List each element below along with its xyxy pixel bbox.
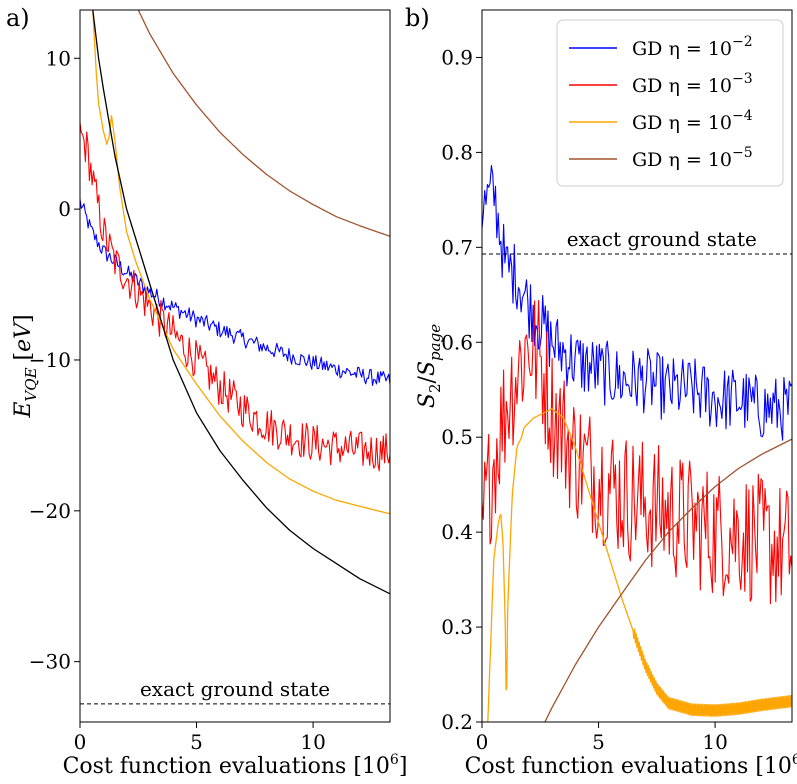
plot-frame-a	[79, 9, 391, 723]
y-tick-label: 0.9	[441, 45, 473, 69]
x-tick-label: 5	[190, 730, 203, 754]
series-line-b-1	[482, 299, 792, 605]
x-tick-label: 0	[74, 730, 87, 754]
panel-label-b: b)	[405, 4, 430, 32]
reference-label-a: exact ground state	[140, 677, 330, 701]
reference-label-b: exact ground state	[567, 227, 757, 251]
series-line-b-0	[482, 165, 792, 441]
legend-label: GD η = 10−5	[632, 145, 753, 171]
y-tick-label: 0.7	[441, 235, 473, 259]
y-tick-label: 0.3	[441, 615, 473, 639]
y-tick-label: 0.6	[441, 330, 473, 354]
y-tick-label: 0	[58, 197, 71, 221]
y-axis-label-b: S2/Spage	[415, 324, 444, 408]
y-tick-label: 0.5	[441, 425, 473, 449]
legend: GD η = 10−2 GD η = 10−3 GD η = 10−4 GD η = …	[556, 19, 784, 187]
x-axis-label-a: Cost function evaluations [106]	[63, 752, 408, 779]
x-tick-label: 0	[476, 730, 489, 754]
y-tick-label: 10	[46, 46, 71, 70]
legend-label: GD η = 10−4	[632, 108, 753, 134]
legend-label: GD η = 10−3	[632, 71, 753, 97]
series-line-a-1	[80, 122, 390, 472]
series-line-b-3	[544, 438, 792, 722]
y-tick-label: 0.8	[441, 140, 473, 164]
series-line-a-3	[137, 10, 390, 237]
series-line-b-2	[487, 408, 792, 722]
y-tick-label: −10	[29, 348, 71, 372]
x-tick-label: 5	[592, 730, 605, 754]
panel-a-chart: exact ground state 0 5 10 10 0 −10 −20 −30 Cost…	[11, 9, 408, 779]
series-line-a-0	[80, 198, 390, 386]
legend-box	[556, 19, 784, 187]
y-tick-label: −20	[29, 499, 71, 523]
series-line-a-2	[92, 10, 390, 515]
y-axis-label-a: EVQE [eV]	[11, 314, 40, 418]
panel-b-chart: exact ground state 0 5 10 0.9 0.8 0.7 0.6 0.5 0.…	[415, 9, 797, 779]
y-tick-label: −30	[29, 650, 71, 674]
x-tick-label: 10	[702, 730, 727, 754]
y-tick-label: 0.4	[441, 520, 473, 544]
series-line-a-4	[92, 10, 390, 595]
legend-label: GD η = 10−2	[632, 34, 753, 60]
plot-frame-b	[481, 9, 793, 723]
x-tick-label: 10	[300, 730, 325, 754]
x-axis-label-b: Cost function evaluations [106]	[465, 752, 797, 779]
panel-label-a: a)	[6, 4, 30, 32]
y-tick-label: 0.2	[441, 710, 473, 734]
